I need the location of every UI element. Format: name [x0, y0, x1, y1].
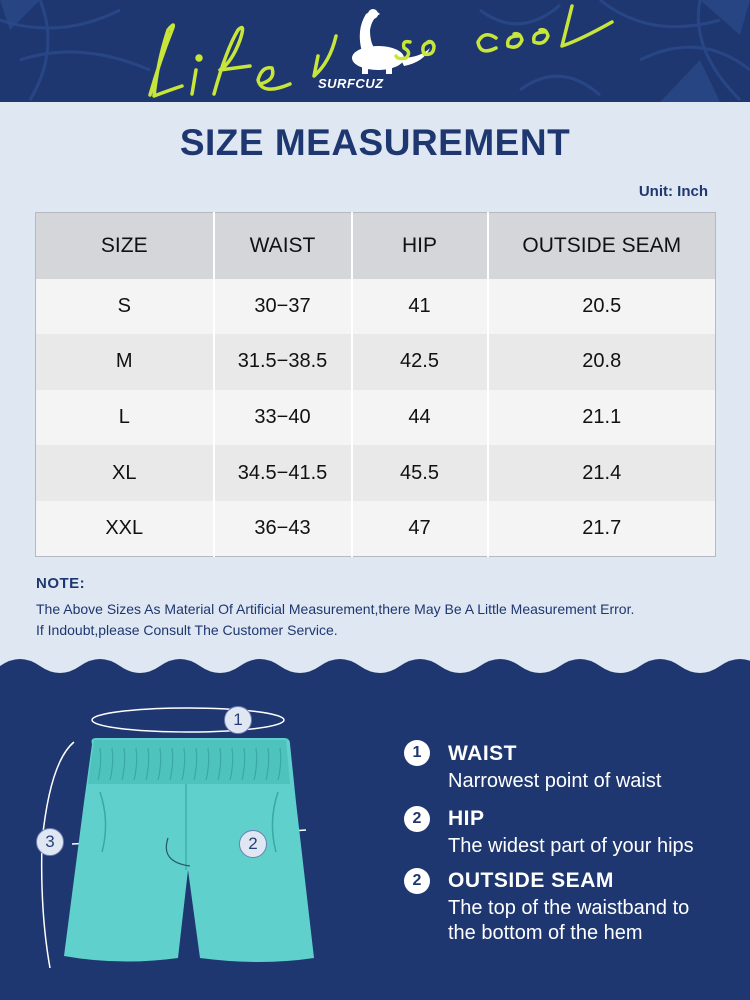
table-header-row: SIZE WAIST HIP OUTSIDE SEAM	[35, 212, 716, 279]
wave-background	[0, 659, 750, 1000]
header-outside-seam: OUTSIDE SEAM	[487, 212, 716, 279]
cell-hip: 41	[351, 278, 489, 335]
cell-outside-seam: 21.4	[487, 445, 716, 501]
header-size: SIZE	[35, 212, 215, 279]
hip-marker: 2	[239, 830, 267, 858]
script-logo	[148, 4, 614, 98]
page-title: SIZE MEASUREMENT	[179, 122, 571, 163]
table-row: L 33−40 44 21.1	[35, 389, 716, 446]
cell-hip: 42.5	[351, 334, 489, 390]
legend-outside-seam-number: 2	[404, 868, 430, 894]
cell-waist: 33−40	[213, 389, 353, 446]
note-text-line-2: If Indoubt,please Consult The Customer S…	[36, 622, 338, 638]
legend-outside-seam-title: OUTSIDE SEAM	[448, 869, 614, 892]
cell-size: XXL	[35, 500, 215, 557]
dinosaur-logo-icon	[352, 9, 430, 74]
cell-waist: 30−37	[213, 278, 353, 335]
cell-waist: 36−43	[213, 500, 353, 557]
legend-hip-desc: The widest part of your hips	[448, 835, 694, 857]
cell-size: M	[35, 334, 215, 390]
cell-hip: 45.5	[351, 445, 489, 501]
legend-waist-number: 1	[404, 740, 430, 766]
cell-outside-seam: 20.5	[487, 278, 716, 335]
note-text-line-1: The Above Sizes As Material Of Artificia…	[36, 601, 635, 617]
cell-waist: 31.5−38.5	[213, 334, 353, 390]
cell-outside-seam: 20.8	[487, 334, 716, 390]
table-row: XXL 36−43 47 21.7	[35, 500, 716, 557]
legend-outside-seam-desc-line-1: The top of the waistband to	[448, 897, 690, 919]
waist-measure-ellipse	[91, 707, 285, 733]
top-banner: SURFCUZ	[0, 0, 750, 102]
palm-leaves-decoration	[0, 0, 750, 102]
cell-outside-seam: 21.7	[487, 500, 716, 557]
measurement-guide-section	[0, 652, 750, 1000]
size-chart-table: SIZE WAIST HIP OUTSIDE SEAM S 30−37 41 2…	[35, 212, 716, 557]
table-row: S 30−37 41 20.5	[35, 278, 716, 335]
legend-outside-seam-desc-line-2: the bottom of the hem	[448, 922, 643, 944]
shorts-illustration-icon	[64, 738, 314, 962]
cell-outside-seam: 21.1	[487, 389, 716, 446]
cell-hip: 47	[351, 500, 489, 557]
table-row: M 31.5−38.5 42.5 20.8	[35, 334, 716, 390]
legend-waist-title: WAIST	[448, 742, 517, 765]
cell-hip: 44	[351, 389, 489, 446]
unit-label: Unit: Inch	[638, 183, 708, 200]
cell-size: XL	[35, 445, 215, 501]
outside-seam-marker: 3	[36, 828, 64, 856]
table-row: XL 34.5−41.5 45.5 21.4	[35, 445, 716, 501]
waist-marker: 1	[224, 706, 252, 734]
legend-hip-number: 2	[404, 806, 430, 832]
legend-waist-desc: Narrowest point of waist	[448, 770, 662, 792]
header-waist: WAIST	[213, 212, 353, 279]
cell-size: L	[35, 389, 215, 446]
cell-size: S	[35, 278, 215, 335]
legend-hip-title: HIP	[448, 807, 485, 830]
note-title: NOTE:	[36, 575, 86, 592]
brand-logo-text: SURFCUZ	[318, 76, 384, 91]
header-hip: HIP	[351, 212, 489, 279]
cell-waist: 34.5−41.5	[213, 445, 353, 501]
